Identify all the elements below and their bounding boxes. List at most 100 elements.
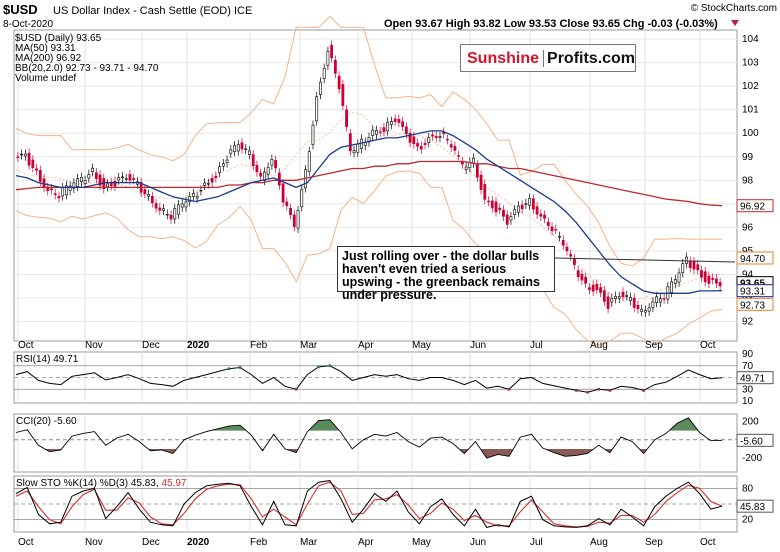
- indicator-layer: [15, 364, 723, 528]
- bb-lower-line: [15, 170, 723, 346]
- candle-body: [718, 282, 722, 287]
- candle-body: [192, 193, 195, 197]
- x-tick-label: Jun: [470, 537, 486, 548]
- candle-body: [662, 298, 666, 300]
- candle-body: [289, 207, 292, 215]
- x-tick-label: Feb: [250, 537, 268, 548]
- ma50-line: [15, 130, 723, 294]
- candle-body: [431, 134, 434, 137]
- candle-body: [199, 189, 203, 192]
- candle-body: [632, 297, 636, 308]
- candle-body: [524, 203, 528, 205]
- x-tick-label: May: [412, 537, 431, 548]
- price-y-tick: 101: [742, 105, 759, 116]
- candle-body: [285, 201, 289, 207]
- candle-body: [625, 295, 629, 297]
- candle-body: [98, 174, 102, 186]
- candle-body: [505, 214, 509, 225]
- candle-body: [464, 166, 468, 170]
- candle-body: [509, 216, 513, 221]
- candle-body: [591, 284, 595, 292]
- x-tick-label: Mar: [300, 340, 318, 351]
- candle-body: [528, 198, 532, 206]
- candle-body: [378, 131, 382, 133]
- price-layer: [15, 15, 723, 346]
- sto-title-d: 45.97: [161, 478, 186, 489]
- candle-body: [576, 270, 580, 278]
- candle-body: [240, 142, 244, 150]
- price-y-tick: 104: [742, 34, 759, 45]
- candle-body: [184, 201, 188, 208]
- rsi-y-tick: 30: [742, 384, 754, 395]
- candle-body: [543, 214, 546, 219]
- rsi-oversold-mark: [642, 388, 646, 392]
- candle-body: [427, 137, 431, 144]
- candle-body: [169, 214, 173, 220]
- rsi-title: RSI(14) 49.71: [16, 354, 79, 365]
- value-tag-box: [736, 251, 774, 265]
- candle-body: [685, 256, 688, 264]
- candle-body: [61, 187, 65, 197]
- candle-body: [360, 138, 363, 149]
- legend-ma200: MA(200) 96.92: [15, 53, 82, 64]
- candle-body: [658, 298, 662, 303]
- candle-body: [348, 133, 352, 152]
- x-tick-label: May: [412, 340, 431, 351]
- candle-body: [165, 214, 169, 216]
- candle-body: [453, 146, 457, 151]
- candle-body: [311, 124, 315, 145]
- candle-body: [573, 258, 576, 265]
- candle-body: [386, 121, 390, 132]
- candle-body: [700, 270, 703, 278]
- candle-body: [76, 178, 80, 187]
- candle-body: [206, 183, 210, 185]
- cci-y-tick: -200: [742, 453, 762, 464]
- candle-body: [644, 310, 647, 313]
- candle-body: [617, 296, 621, 299]
- value-tag-box: [736, 297, 774, 311]
- candle-body: [162, 208, 165, 211]
- x-tick-label: Nov: [85, 537, 103, 548]
- candle-body: [218, 166, 221, 173]
- price-y-tick: 92: [742, 317, 754, 328]
- rsi-value-box: [736, 371, 774, 385]
- ohlc-readout: Open 93.67 High 93.82 Low 93.53 Close 93…: [384, 18, 718, 30]
- candle-body: [472, 157, 475, 164]
- price-y-tick: 98: [742, 175, 754, 186]
- candle-body: [132, 178, 136, 180]
- candle-body: [53, 193, 57, 196]
- candle-body: [292, 214, 296, 227]
- price-y-tick: 96: [742, 222, 754, 233]
- rsi-overbought-mark: [317, 365, 321, 369]
- rsi-oversold-mark: [586, 390, 590, 394]
- rsi-oversold-mark: [574, 388, 578, 392]
- candle-body: [513, 209, 517, 215]
- candle-body: [128, 174, 132, 181]
- value-tag: 93.65: [740, 279, 765, 290]
- candle-body: [670, 281, 673, 293]
- candle-body: [438, 136, 442, 138]
- cci-panel: [13, 413, 738, 473]
- candle-body: [434, 135, 438, 138]
- legend-ma50: MA(50) 93.31: [15, 43, 76, 54]
- candle-body: [595, 283, 599, 290]
- candle-body: [517, 205, 520, 213]
- price-y-tick: 94: [742, 269, 754, 280]
- candle-body: [408, 133, 412, 143]
- cci-value-box: [736, 433, 774, 447]
- candle-body: [629, 297, 632, 302]
- price-panel: [13, 29, 738, 342]
- x-tick-label: Dec: [142, 537, 160, 548]
- candle-body: [255, 165, 259, 173]
- candle-body: [707, 275, 711, 284]
- candle-body: [31, 159, 35, 169]
- candle-body: [106, 183, 109, 188]
- rsi-y-tick: 10: [742, 396, 754, 407]
- candle-body: [475, 164, 479, 178]
- candle-body: [259, 172, 263, 177]
- candle-body: [550, 226, 554, 232]
- candle-body: [274, 159, 278, 169]
- legend-price: $USD (Daily) 93.65: [15, 33, 102, 44]
- candle-body: [531, 198, 535, 210]
- candle-body: [121, 176, 124, 179]
